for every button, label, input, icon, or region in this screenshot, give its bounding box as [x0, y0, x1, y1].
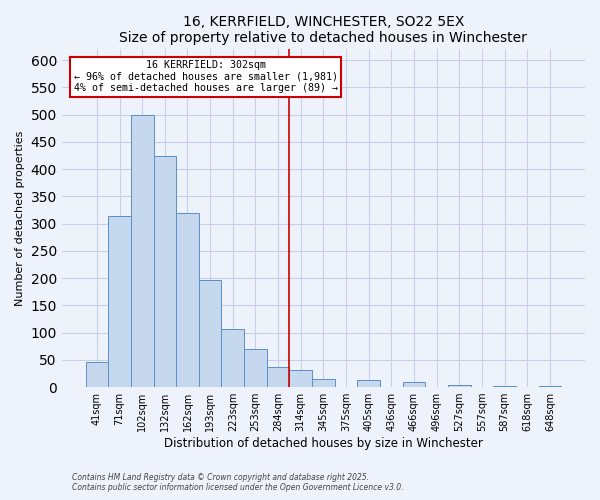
Bar	[221, 330, 244, 387]
Bar	[448, 385, 470, 387]
Text: Contains HM Land Registry data © Crown copyright and database right 2025.
Contai: Contains HM Land Registry data © Crown c…	[72, 473, 404, 492]
Bar	[199, 280, 221, 387]
Text: 16 KERRFIELD: 302sqm
← 96% of detached houses are smaller (1,981)
4% of semi-det: 16 KERRFIELD: 302sqm ← 96% of detached h…	[74, 60, 338, 93]
Bar	[86, 362, 108, 387]
Bar	[493, 386, 516, 387]
Bar	[131, 115, 154, 387]
Bar	[176, 212, 199, 387]
Bar	[108, 216, 131, 387]
Bar	[244, 350, 267, 387]
Bar	[289, 370, 312, 387]
Y-axis label: Number of detached properties: Number of detached properties	[15, 130, 25, 306]
Bar	[539, 386, 561, 387]
Bar	[403, 382, 425, 387]
X-axis label: Distribution of detached houses by size in Winchester: Distribution of detached houses by size …	[164, 437, 483, 450]
Bar	[312, 380, 335, 387]
Title: 16, KERRFIELD, WINCHESTER, SO22 5EX
Size of property relative to detached houses: 16, KERRFIELD, WINCHESTER, SO22 5EX Size…	[119, 15, 527, 45]
Bar	[358, 380, 380, 387]
Bar	[154, 156, 176, 387]
Bar	[267, 367, 289, 387]
